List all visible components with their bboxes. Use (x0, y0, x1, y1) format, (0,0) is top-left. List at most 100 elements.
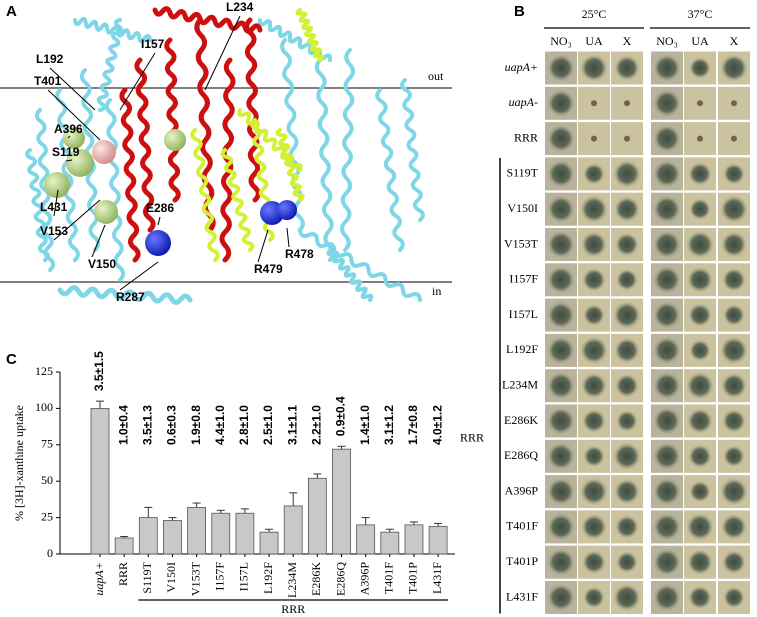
strain-label: RRR (514, 130, 538, 144)
colony (720, 195, 748, 224)
x-tick-label: T401F (382, 562, 396, 594)
helix (340, 48, 355, 252)
strain-label: I157F (509, 272, 538, 286)
bar (404, 524, 424, 555)
colony (653, 230, 681, 259)
panel-a: A out in L234 I157 L192 T401 A396 S119 L431 V15… (0, 0, 452, 305)
bar (380, 531, 400, 555)
colony (583, 445, 605, 468)
colony (687, 266, 713, 293)
colony (689, 198, 711, 221)
colony (614, 196, 640, 223)
x-tick-label: A396P (357, 562, 371, 596)
colony (547, 512, 575, 541)
colony (547, 124, 575, 153)
colony (615, 514, 639, 539)
panel-letter: C (6, 351, 17, 368)
pointer-line (119, 261, 159, 291)
helix (257, 18, 333, 62)
x-tick-label: L431F (430, 562, 444, 594)
colony (689, 339, 711, 362)
bar (163, 520, 182, 555)
colony (547, 54, 575, 82)
colony (689, 57, 711, 79)
pointer-line (67, 135, 71, 139)
colony (547, 407, 575, 435)
colony (653, 371, 681, 400)
colony (722, 550, 746, 575)
helix (25, 148, 50, 262)
strain-label: L234M (502, 377, 538, 391)
bar (259, 531, 279, 555)
colony (687, 549, 713, 576)
medium-label: NO₃ (656, 34, 678, 48)
colony (624, 100, 630, 107)
colony (653, 89, 681, 118)
annotation: 3.1±1.1 (285, 405, 299, 445)
panel-letter: A (6, 3, 17, 20)
medium-label: NO₃ (550, 34, 572, 48)
helix (73, 16, 152, 44)
residue-label: R479 (254, 262, 283, 276)
colony (697, 100, 703, 107)
annotation: 3.5±1.3 (140, 405, 154, 445)
colony (721, 513, 747, 540)
bar (235, 512, 255, 555)
colony (547, 195, 575, 224)
x-tick-label: T401P (406, 562, 420, 594)
annotation: 1.4±1.0 (358, 405, 372, 445)
helix (152, 6, 263, 34)
sphere (164, 129, 186, 151)
colony (547, 442, 575, 471)
strain-label: uapA+ (505, 60, 538, 74)
residue-label: A396 (54, 122, 83, 136)
colony (722, 267, 746, 292)
colony (688, 303, 712, 328)
bar (187, 507, 207, 555)
bar (332, 448, 351, 555)
helix (194, 17, 216, 233)
helix (375, 88, 405, 252)
colony (653, 54, 681, 82)
pointer-line (119, 52, 156, 111)
helix (295, 8, 325, 62)
residue-label: L431 (40, 200, 68, 214)
pointer-line (65, 159, 73, 162)
colony (653, 159, 681, 188)
residue-label: R478 (285, 247, 314, 261)
colony (580, 195, 608, 224)
temperature-label: 25°C (582, 7, 607, 21)
bar (90, 407, 110, 555)
colony (582, 409, 606, 433)
colony (547, 265, 575, 294)
strain-label: E286Q (504, 448, 538, 462)
colony (613, 442, 641, 471)
helix (104, 98, 126, 282)
colony (653, 583, 681, 612)
annotation: 0.9±0.4 (334, 396, 348, 436)
residue-label: E286 (146, 201, 174, 215)
helix (314, 58, 336, 262)
y-tick-label: 75 (41, 437, 53, 451)
strain-label: I157L (509, 307, 538, 321)
colony (686, 512, 714, 541)
colony (688, 585, 712, 610)
helix (237, 108, 303, 172)
colony (615, 232, 639, 257)
medium-label: X (730, 34, 739, 48)
y-tick-label: 125 (35, 364, 53, 378)
medium-label: UA (691, 34, 709, 48)
colony (686, 371, 714, 400)
y-tick-label: 100 (35, 400, 53, 414)
colony (615, 373, 639, 398)
colony (720, 477, 748, 506)
x-tick-label: I157L (237, 562, 251, 591)
colony (583, 586, 605, 609)
sphere (44, 172, 70, 198)
colony (613, 159, 641, 188)
x-tick-label: L192F (261, 562, 275, 594)
annotation: 2.5±1.0 (261, 405, 275, 445)
colony (687, 408, 713, 434)
sphere (66, 149, 94, 177)
